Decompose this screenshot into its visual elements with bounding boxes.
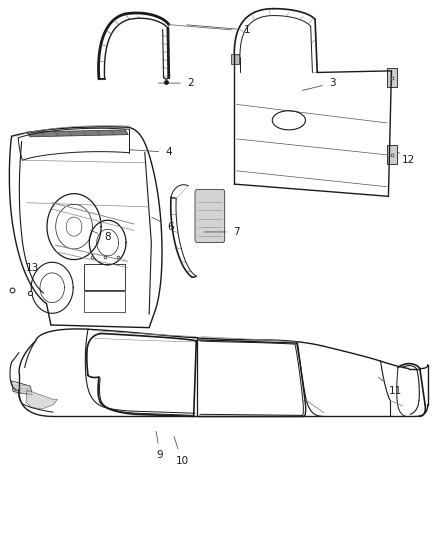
Text: 7: 7 xyxy=(204,227,240,237)
FancyBboxPatch shape xyxy=(387,146,397,165)
Text: 2: 2 xyxy=(159,78,194,88)
Polygon shape xyxy=(27,130,128,137)
Bar xyxy=(231,54,239,64)
Text: 13: 13 xyxy=(25,256,39,272)
Text: 6: 6 xyxy=(152,217,174,232)
Text: 4: 4 xyxy=(130,147,172,157)
Text: 3: 3 xyxy=(303,78,336,91)
Polygon shape xyxy=(12,381,32,395)
Polygon shape xyxy=(26,390,57,409)
Text: 8: 8 xyxy=(91,230,111,243)
Bar xyxy=(84,292,125,312)
Text: 11: 11 xyxy=(378,377,403,397)
Text: 1: 1 xyxy=(187,25,251,35)
FancyBboxPatch shape xyxy=(195,189,225,243)
Text: 10: 10 xyxy=(174,437,188,465)
Text: 12: 12 xyxy=(398,152,416,165)
Text: 9: 9 xyxy=(156,431,163,460)
FancyBboxPatch shape xyxy=(387,68,397,87)
Bar xyxy=(84,264,125,290)
